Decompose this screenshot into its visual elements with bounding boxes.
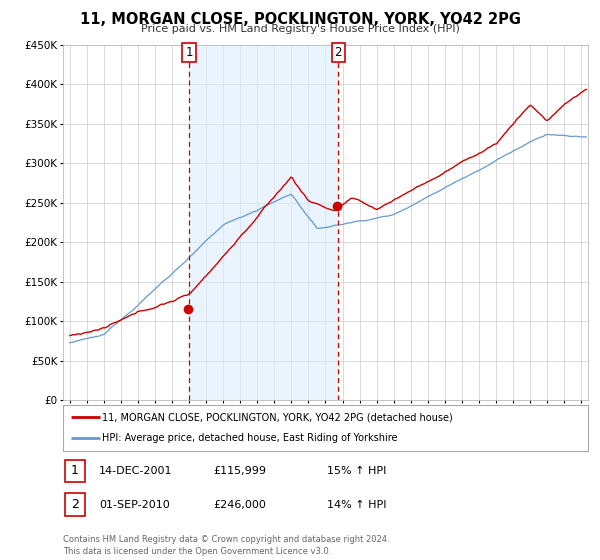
Text: 11, MORGAN CLOSE, POCKLINGTON, YORK, YO42 2PG (detached house): 11, MORGAN CLOSE, POCKLINGTON, YORK, YO4…: [103, 412, 453, 422]
Text: £115,999: £115,999: [213, 466, 266, 476]
Text: 2: 2: [335, 46, 342, 59]
Bar: [65, 460, 85, 482]
Text: 11, MORGAN CLOSE, POCKLINGTON, YORK, YO42 2PG: 11, MORGAN CLOSE, POCKLINGTON, YORK, YO4…: [79, 12, 521, 27]
Bar: [189, 45, 338, 400]
Text: HPI: Average price, detached house, East Riding of Yorkshire: HPI: Average price, detached house, East…: [103, 433, 398, 444]
Text: 14% ↑ HPI: 14% ↑ HPI: [327, 500, 386, 510]
Text: 2: 2: [71, 498, 79, 511]
Text: 14-DEC-2001: 14-DEC-2001: [99, 466, 173, 476]
Text: £246,000: £246,000: [213, 500, 266, 510]
Text: 01-SEP-2010: 01-SEP-2010: [99, 500, 170, 510]
Text: 1: 1: [71, 464, 79, 478]
Text: 15% ↑ HPI: 15% ↑ HPI: [327, 466, 386, 476]
Bar: [65, 493, 85, 516]
Text: Contains HM Land Registry data © Crown copyright and database right 2024.
This d: Contains HM Land Registry data © Crown c…: [63, 535, 389, 556]
Text: Price paid vs. HM Land Registry's House Price Index (HPI): Price paid vs. HM Land Registry's House …: [140, 24, 460, 34]
Text: 1: 1: [185, 46, 193, 59]
